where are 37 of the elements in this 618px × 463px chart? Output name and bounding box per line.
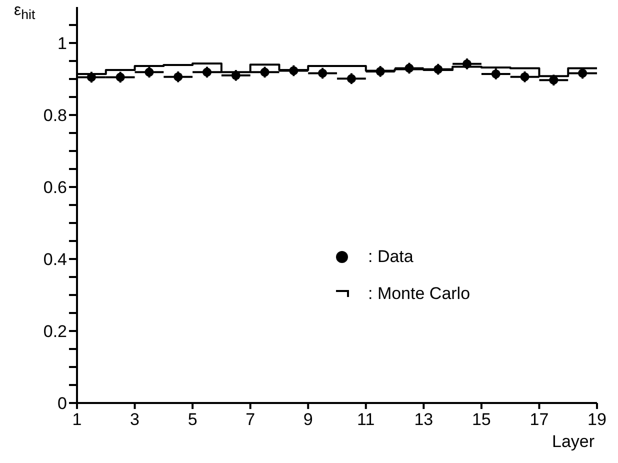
x-tick-label: 13 [414, 410, 434, 430]
y-tick-label: 1 [58, 34, 67, 54]
point [144, 68, 154, 77]
point [520, 72, 530, 82]
point [260, 68, 270, 77]
point [462, 59, 472, 68]
point [116, 72, 125, 82]
y-tick-label: 0.4 [43, 250, 67, 270]
y-tick-label: 0.2 [43, 322, 67, 342]
point [346, 74, 356, 84]
point [491, 69, 500, 78]
x-tick-label: 5 [188, 410, 198, 430]
x-tick-label: 1 [72, 410, 82, 430]
y-axis-title: ε$_{hit}$ [14, 2, 36, 22]
x-tick-label: 17 [530, 410, 549, 430]
point [318, 68, 328, 78]
point [289, 66, 298, 76]
point [376, 66, 385, 76]
legend-label: : Monte Carlo [368, 284, 470, 304]
point [231, 70, 240, 80]
x-tick-label: 7 [246, 410, 256, 430]
x-tick-label: 15 [472, 410, 491, 430]
x-axis-title: Layer [552, 432, 595, 452]
point [174, 72, 183, 82]
y-tick-label: 0.6 [43, 178, 67, 198]
y-tick-label: 0 [58, 394, 67, 414]
point [86, 72, 96, 82]
point [578, 68, 588, 78]
point [404, 64, 414, 73]
x-tick-label: 3 [130, 410, 140, 430]
point [202, 68, 212, 77]
x-tick-label: 11 [357, 410, 375, 430]
y-tick-label: 0.8 [43, 106, 67, 126]
x-tick-label: 9 [303, 410, 313, 430]
point [434, 64, 443, 74]
legend-label: : Data [368, 246, 414, 266]
x-tick-label: 19 [588, 410, 606, 430]
